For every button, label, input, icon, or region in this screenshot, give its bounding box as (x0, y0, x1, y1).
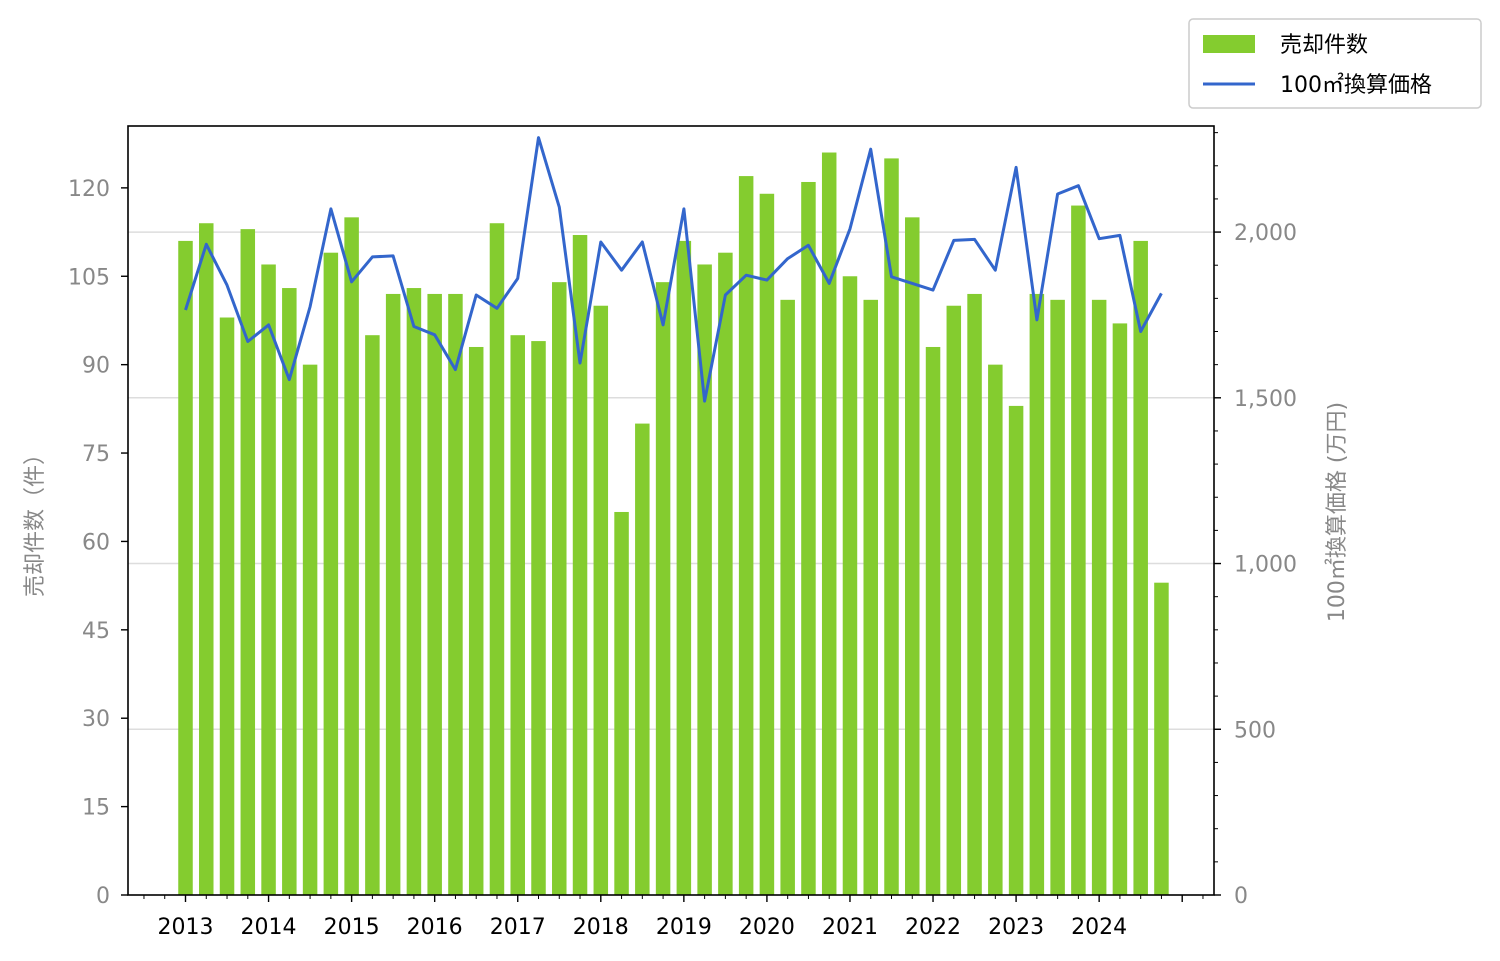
sales-bar (406, 288, 422, 895)
price-line (184, 136, 1163, 403)
right-tick-label: 1,500 (1234, 387, 1297, 412)
left-tick-label: 75 (82, 442, 110, 467)
sales-bar (323, 252, 339, 895)
sales-bar (718, 252, 733, 895)
left-tick-label: 105 (68, 265, 110, 290)
sales-bar (531, 341, 546, 895)
sales-bar (738, 176, 754, 895)
x-tick-label: 2024 (1071, 915, 1127, 940)
legend-bar-label: 売却件数 (1280, 33, 1368, 58)
x-axis-ticks: 2013 2014 2015 2016 2017 2018 2019 2020 2021 2022… (143, 895, 1204, 940)
sales-bar (842, 276, 858, 895)
sales-bar (801, 181, 816, 896)
sales-bar (635, 423, 650, 895)
x-tick-label: 2023 (988, 915, 1044, 940)
sales-bar (946, 305, 962, 895)
sales-bar (385, 293, 401, 896)
sales-bar (468, 346, 484, 895)
sales-bar (572, 235, 588, 895)
left-axis-title: 売却件数（件） (23, 443, 48, 597)
x-tick-label: 2022 (905, 915, 961, 940)
right-tick-label: 0 (1234, 884, 1248, 909)
sales-bar (1112, 323, 1128, 895)
sales-bar (614, 511, 629, 895)
sales-bar (489, 223, 505, 896)
sales-bar (593, 305, 609, 895)
sales-bar (697, 264, 712, 896)
left-tick-label: 30 (82, 707, 110, 732)
sales-bar (1050, 299, 1065, 896)
bars (178, 152, 1169, 896)
sales-bar (676, 240, 692, 895)
sales-bar (178, 240, 193, 895)
x-tick-label: 2013 (158, 915, 214, 940)
legend-bar-swatch (1203, 35, 1255, 53)
x-tick-label: 2018 (573, 915, 629, 940)
sales-bar (655, 282, 671, 895)
sales-bar (448, 293, 463, 896)
sales-bar (1071, 205, 1086, 895)
sales-bar (925, 346, 941, 895)
x-tick-label: 2015 (324, 915, 380, 940)
legend: 売却件数 100㎡換算価格 (1188, 18, 1482, 109)
plot-frame (127, 125, 1215, 896)
sales-bar (863, 299, 878, 896)
sales-bar (240, 229, 256, 895)
right-axis-title: 100㎡換算価格 (万円) (1324, 402, 1350, 622)
sales-bar (1154, 582, 1169, 895)
sales-bar (427, 293, 442, 896)
sales-bar (510, 335, 525, 896)
sales-bar (1133, 240, 1148, 895)
left-tick-label: 60 (82, 530, 110, 555)
sales-bar (552, 282, 567, 895)
x-tick-label: 2017 (490, 915, 546, 940)
left-axis-ticks: 0 15 30 45 60 75 90 105 120 (68, 177, 128, 909)
left-tick-label: 120 (68, 177, 110, 202)
legend-box (1188, 18, 1482, 109)
right-tick-label: 1,000 (1234, 553, 1297, 578)
sales-bar (821, 152, 837, 896)
sales-bar (780, 299, 795, 896)
sales-bar (282, 288, 297, 895)
price-line-layer (184, 136, 1163, 403)
sales-bar (1091, 299, 1107, 896)
sales-bar (988, 364, 1003, 896)
sales-bar (759, 193, 775, 895)
left-tick-label: 45 (82, 619, 110, 644)
sales-bar (302, 364, 318, 896)
left-tick-label: 90 (82, 354, 110, 379)
x-tick-label: 2019 (656, 915, 712, 940)
x-tick-label: 2014 (241, 915, 297, 940)
legend-line-label: 100㎡換算価格 (1280, 72, 1432, 98)
sales-bar (884, 158, 899, 895)
left-tick-label: 0 (96, 884, 110, 909)
right-axis-ticks: 0 500 1,000 1,500 2,000 (1214, 132, 1297, 909)
sales-bar (344, 217, 359, 895)
sales-bar (365, 335, 380, 896)
sales-bar (905, 217, 920, 895)
left-tick-label: 15 (82, 796, 110, 821)
x-tick-label: 2021 (822, 915, 878, 940)
right-tick-label: 2,000 (1234, 221, 1297, 246)
x-tick-label: 2020 (739, 915, 795, 940)
sales-bar (261, 264, 276, 896)
right-tick-label: 500 (1234, 718, 1276, 743)
sales-bar (219, 317, 235, 895)
sales-bar (199, 223, 214, 896)
sales-bar (1008, 405, 1024, 895)
sales-bar (1029, 293, 1045, 896)
sales-bar (967, 293, 982, 896)
x-tick-label: 2016 (407, 915, 463, 940)
